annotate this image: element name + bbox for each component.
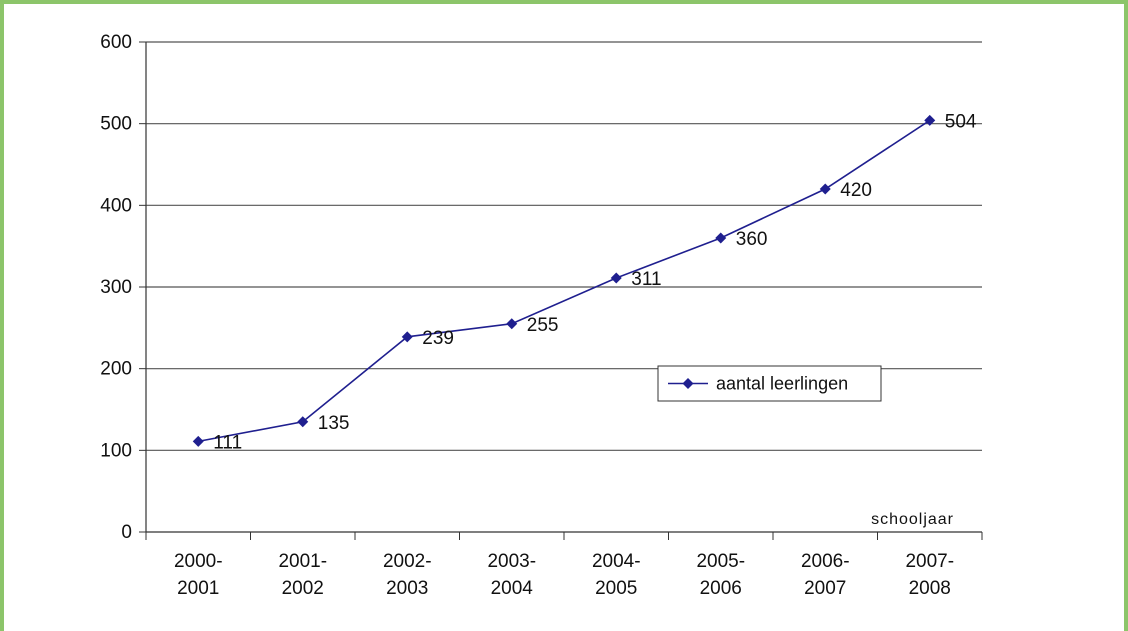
data-label-0: 111 xyxy=(213,432,242,453)
x-axis-title: schooljaar xyxy=(871,511,954,528)
x-tick-label-line: 2004- xyxy=(592,551,641,572)
data-point-0 xyxy=(192,435,204,447)
data-point-7 xyxy=(924,114,936,126)
y-tick-label-0: 0 xyxy=(121,522,132,543)
x-tick-label-line: 2003- xyxy=(487,551,536,572)
data-point-4 xyxy=(610,272,622,284)
x-tick-label-line: 2001- xyxy=(278,551,327,572)
series-aantal-leerlingen xyxy=(192,114,936,447)
x-tick-label-5: 2005- 2006 xyxy=(696,551,745,599)
x-tick-label-4: 2004- 2005 xyxy=(592,551,641,599)
x-tick-label-line: 2002- xyxy=(383,551,432,572)
axes xyxy=(139,41,983,540)
y-tick-label-100: 100 xyxy=(100,440,132,461)
series-line xyxy=(198,119,931,443)
legend-diamond-icon xyxy=(682,378,694,389)
y-tick-label-500: 500 xyxy=(100,114,132,135)
data-label-1: 135 xyxy=(318,413,350,434)
x-tick-label-line: 2003 xyxy=(386,578,428,599)
x-tick-label-line: 2007 xyxy=(804,578,846,599)
data-label-5: 360 xyxy=(736,229,768,250)
y-tick-labels: 0 100 200 300 400 500 600 xyxy=(100,32,132,543)
data-labels: 111 135 239 255 311 360 420 504 xyxy=(213,111,977,453)
x-tick-label-line: 2002 xyxy=(282,578,324,599)
x-tick-label-0: 2000- 2001 xyxy=(174,551,223,599)
y-tick-label-600: 600 xyxy=(100,32,132,53)
data-point-3 xyxy=(506,318,518,330)
legend-label: aantal leerlingen xyxy=(716,374,848,394)
x-tick-label-line: 2006 xyxy=(700,578,742,599)
gridlines xyxy=(146,41,982,451)
x-tick-label-line: 2005- xyxy=(696,551,745,572)
x-tick-label-line: 2001 xyxy=(177,578,219,599)
x-tick-label-3: 2003- 2004 xyxy=(487,551,536,599)
x-tick-label-2: 2002- 2003 xyxy=(383,551,432,599)
data-point-2 xyxy=(401,331,413,343)
y-tick-label-200: 200 xyxy=(100,359,132,380)
data-label-3: 255 xyxy=(527,315,559,336)
y-tick-label-300: 300 xyxy=(100,277,132,298)
x-tick-label-line: 2005 xyxy=(595,578,637,599)
x-tick-label-line: 2004 xyxy=(491,578,534,599)
y-tick-label-400: 400 xyxy=(100,195,132,216)
data-label-4: 311 xyxy=(631,269,661,290)
x-tick-label-line: 2000- xyxy=(174,551,223,572)
x-tick-label-1: 2001- 2002 xyxy=(278,551,327,599)
data-point-6 xyxy=(819,183,831,195)
data-label-6: 420 xyxy=(840,180,872,201)
x-tick-label-line: 2008 xyxy=(909,578,951,599)
legend[interactable]: aantal leerlingen xyxy=(657,365,882,402)
data-point-5 xyxy=(715,232,727,244)
x-tick-label-line: 2006- xyxy=(801,551,850,572)
x-tick-label-6: 2006- 2007 xyxy=(801,551,850,599)
x-tick-label-7: 2007- 2008 xyxy=(905,551,954,599)
x-tick-label-line: 2007- xyxy=(905,551,954,572)
data-label-2: 239 xyxy=(422,328,454,349)
x-tick-labels: 2000- 2001 2001- 2002 2002- 2003 2003- 2004 2004… xyxy=(174,551,954,599)
data-label-7: 504 xyxy=(945,111,977,132)
data-point-1 xyxy=(297,416,309,428)
